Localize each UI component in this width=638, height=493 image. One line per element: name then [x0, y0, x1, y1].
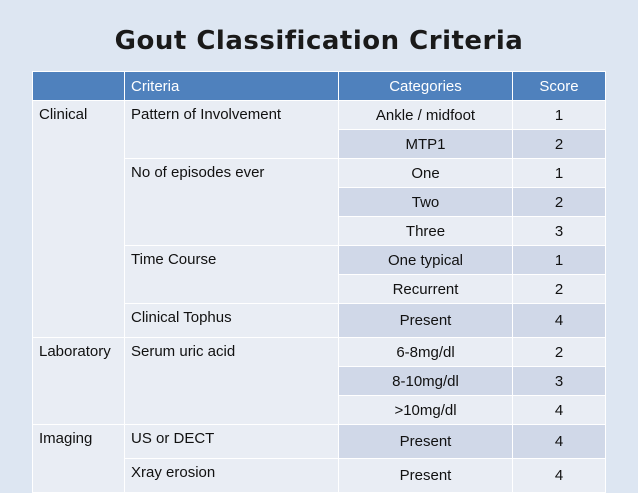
- score-cell: 4: [512, 458, 606, 493]
- score-cell: 2: [512, 129, 606, 159]
- criteria-cell: Clinical Tophus: [124, 303, 339, 338]
- category-cell: Present: [338, 303, 513, 338]
- score-cell: 4: [512, 303, 606, 338]
- header-categories: Categories: [338, 71, 513, 101]
- category-cell: Present: [338, 458, 513, 493]
- gout-criteria-table: Criteria Categories Score Clinical Patte…: [32, 71, 606, 493]
- table-row: >10mg/dl 4: [33, 395, 606, 425]
- score-cell: 2: [512, 337, 606, 367]
- category-cell: >10mg/dl: [338, 395, 513, 425]
- category-cell: Three: [338, 216, 513, 246]
- header-score: Score: [512, 71, 606, 101]
- criteria-cell: US or DECT: [124, 424, 339, 459]
- header-group: [32, 71, 125, 101]
- score-cell: 4: [512, 395, 606, 425]
- score-cell: 3: [512, 366, 606, 396]
- table-row: Imaging US or DECT Present 4: [32, 424, 606, 493]
- table-row: MTP1 2: [33, 129, 606, 159]
- category-cell: 6-8mg/dl: [338, 337, 513, 367]
- score-cell: 1: [512, 158, 606, 188]
- criteria-cell: No of episodes ever: [124, 158, 339, 246]
- category-cell: 8-10mg/dl: [338, 366, 513, 396]
- category-cell: Two: [338, 187, 513, 217]
- category-cell: Recurrent: [338, 274, 513, 304]
- table-row: Time Course One typical 1: [33, 245, 606, 304]
- table-row: Recurrent 2: [33, 274, 606, 304]
- score-cell: 4: [512, 424, 606, 459]
- score-cell: 2: [512, 274, 606, 304]
- category-cell: MTP1: [338, 129, 513, 159]
- group-cell-clinical: Clinical: [32, 100, 125, 338]
- table-row: Two 2: [33, 187, 606, 217]
- table-header-row: Criteria Categories Score: [32, 71, 606, 101]
- criteria-cell: Pattern of Involvement: [124, 100, 339, 159]
- table-row: 8-10mg/dl 3: [33, 366, 606, 396]
- score-cell: 2: [512, 187, 606, 217]
- criteria-cell: Serum uric acid: [124, 337, 339, 425]
- header-criteria: Criteria: [124, 71, 339, 101]
- score-cell: 3: [512, 216, 606, 246]
- criteria-cell: Xray erosion: [124, 458, 339, 493]
- group-cell-laboratory: Laboratory: [32, 337, 125, 425]
- category-cell: Present: [338, 424, 513, 459]
- category-cell: Ankle / midfoot: [338, 100, 513, 130]
- score-cell: 1: [512, 100, 606, 130]
- score-cell: 1: [512, 245, 606, 275]
- category-cell: One typical: [338, 245, 513, 275]
- table-row: No of episodes ever One 1: [33, 158, 606, 246]
- table-row: Clinical Pattern of Involvement Ankle / …: [32, 100, 606, 338]
- group-cell-imaging: Imaging: [32, 424, 125, 493]
- criteria-cell: Time Course: [124, 245, 339, 304]
- slide-title: Gout Classification Criteria: [114, 26, 524, 56]
- table-row: Three 3: [33, 216, 606, 246]
- table-row: Laboratory Serum uric acid 6-8mg/dl 2: [32, 337, 606, 425]
- category-cell: One: [338, 158, 513, 188]
- table-row: Clinical Tophus Present 4: [33, 303, 606, 338]
